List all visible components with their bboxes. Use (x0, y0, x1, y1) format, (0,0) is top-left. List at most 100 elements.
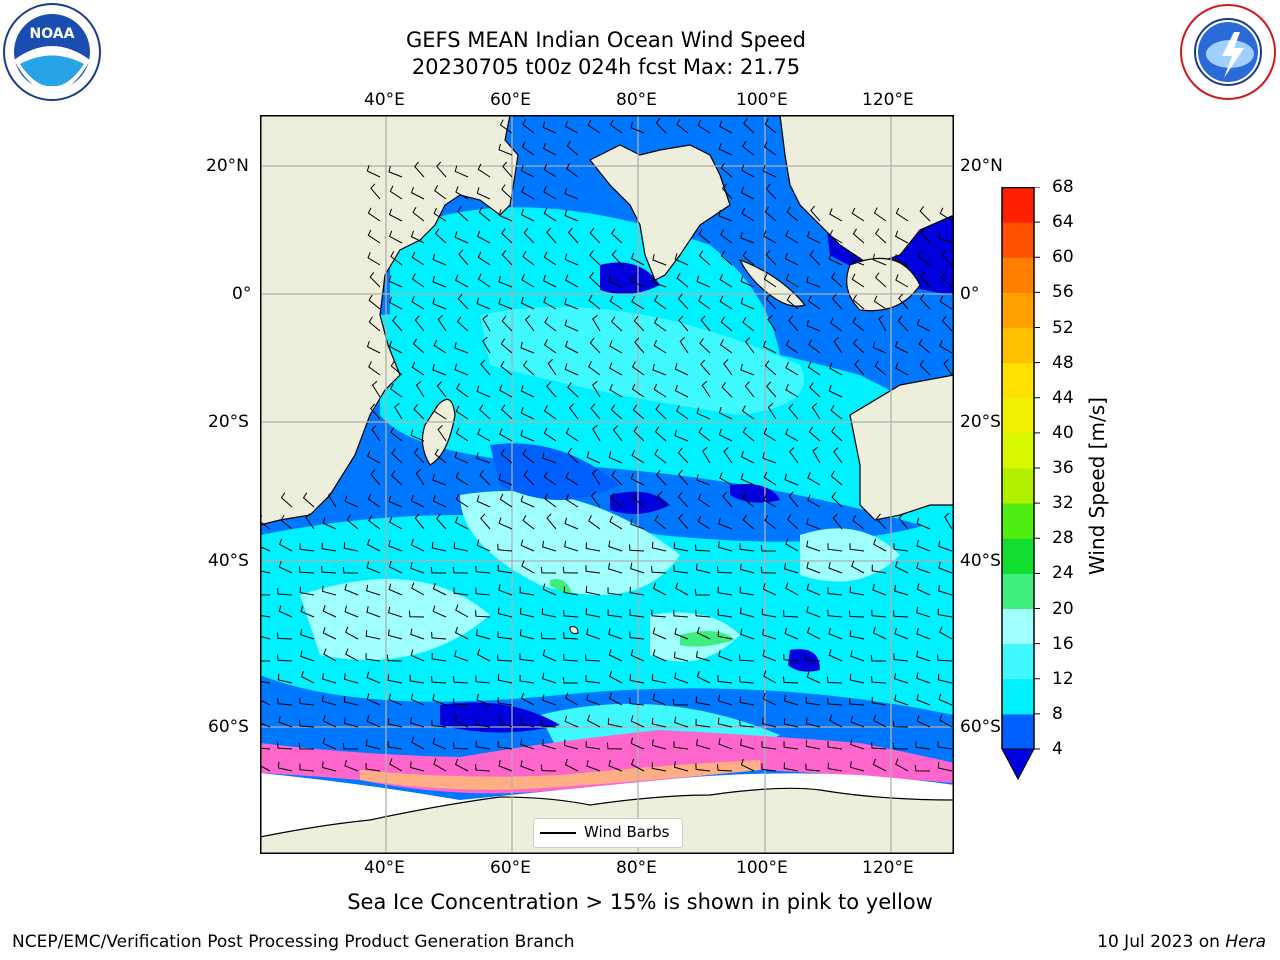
wind-barb (589, 272, 601, 288)
wind-barb (563, 609, 579, 618)
wind-barb (430, 566, 447, 574)
wind-barb (432, 605, 447, 618)
wind-barb (520, 297, 535, 310)
wind-barb (563, 653, 579, 662)
wind-barb (542, 540, 557, 552)
wind-barb (522, 360, 535, 376)
wind-barb (673, 565, 689, 574)
wind-barb (564, 340, 579, 354)
chart-title-line1: GEFS MEAN Indian Ocean Wind Speed (405, 28, 807, 52)
wind-barb (786, 294, 799, 310)
colorbar-tick-label: 16 (1052, 633, 1074, 654)
wind-barb (523, 469, 535, 486)
lon-label-top-80e: 80°E (616, 90, 657, 110)
wind-barb (696, 275, 711, 288)
wind-barb (762, 452, 777, 464)
wind-barb (586, 714, 601, 728)
wind-barb (916, 583, 931, 596)
wind-barb (388, 208, 403, 222)
wind-barb (567, 448, 579, 464)
colorbar-tick-label: 56 (1052, 282, 1074, 303)
colorbar-tick-label: 52 (1052, 317, 1074, 338)
wind-barb (542, 274, 557, 288)
wind-barb (739, 719, 755, 728)
wind-barb (719, 120, 733, 134)
wind-barb (807, 361, 821, 376)
wind-barb (806, 276, 821, 288)
wind-barb (784, 252, 799, 266)
wind-barb (432, 737, 447, 750)
colorbar-band (1002, 468, 1034, 504)
lon-label-bottom-80e: 80°E (616, 858, 657, 878)
wind-barb (367, 450, 381, 464)
wind-barb (611, 228, 623, 244)
wind-barb (455, 186, 469, 200)
colorbar-band (1002, 327, 1034, 364)
wind-barb (761, 608, 777, 618)
wind-barb (476, 297, 491, 310)
wind-barb (475, 675, 491, 684)
wind-barb (919, 271, 931, 288)
lat-label-left-40s: 40°S (208, 551, 249, 571)
wind-barb (542, 739, 557, 750)
legend-label: Wind Barbs (584, 823, 670, 841)
wind-barb (520, 385, 535, 398)
wind-barb (674, 672, 689, 684)
wind-barb (520, 407, 535, 420)
wind-barb (851, 273, 865, 288)
wind-barb (277, 761, 293, 772)
wind-barb (431, 541, 447, 552)
wind-barb (366, 538, 381, 552)
wind-barb (305, 513, 315, 530)
wind-barb (633, 315, 645, 332)
wind-barb (827, 762, 843, 772)
wind-barb (894, 254, 909, 266)
wind-barb (652, 254, 667, 266)
wind-barb (871, 564, 887, 574)
wind-barb (520, 738, 535, 750)
wind-barb (609, 340, 623, 354)
wind-barb (345, 626, 359, 640)
wind-barb (762, 165, 777, 178)
wind-barb (498, 473, 513, 486)
wind-barb (893, 653, 909, 662)
map-panel (260, 115, 954, 854)
wind-barb (476, 539, 491, 552)
wind-barb (260, 758, 271, 772)
wind-barb (475, 565, 491, 574)
wind-barb (388, 560, 403, 574)
wind-barb (808, 426, 821, 442)
wind-barb (673, 761, 689, 772)
wind-speed-map (260, 115, 954, 854)
wind-barb (677, 491, 689, 508)
colorbar-tick-label: 24 (1052, 563, 1074, 584)
wind-barb (630, 252, 645, 266)
wind-barb (806, 671, 821, 684)
wind-barb (651, 717, 667, 728)
wind-barb (497, 674, 513, 684)
wind-barb (872, 626, 887, 640)
wind-barb (432, 275, 447, 288)
wind-barb (564, 363, 579, 376)
wind-barb (564, 120, 579, 134)
wind-barb (630, 473, 645, 486)
wind-barb (411, 273, 425, 288)
wind-barb (697, 493, 711, 508)
wind-barb (764, 514, 777, 530)
wind-barb (389, 758, 403, 772)
colorbar-band (1002, 503, 1034, 539)
wind-barb (432, 694, 447, 706)
wind-barb (544, 316, 557, 332)
wind-barb (344, 759, 359, 772)
wind-barb (278, 561, 293, 574)
colorbar-tick-label: 4 (1052, 739, 1063, 759)
wind-barb (387, 740, 403, 750)
wind-barb (543, 339, 557, 354)
wind-barb (720, 316, 733, 332)
wind-barb (542, 452, 557, 464)
wind-barb (783, 717, 799, 728)
wind-barb (390, 360, 403, 376)
colorbar-tick-label: 68 (1052, 177, 1074, 197)
wind-barb (720, 229, 733, 244)
wind-barb (260, 635, 271, 640)
